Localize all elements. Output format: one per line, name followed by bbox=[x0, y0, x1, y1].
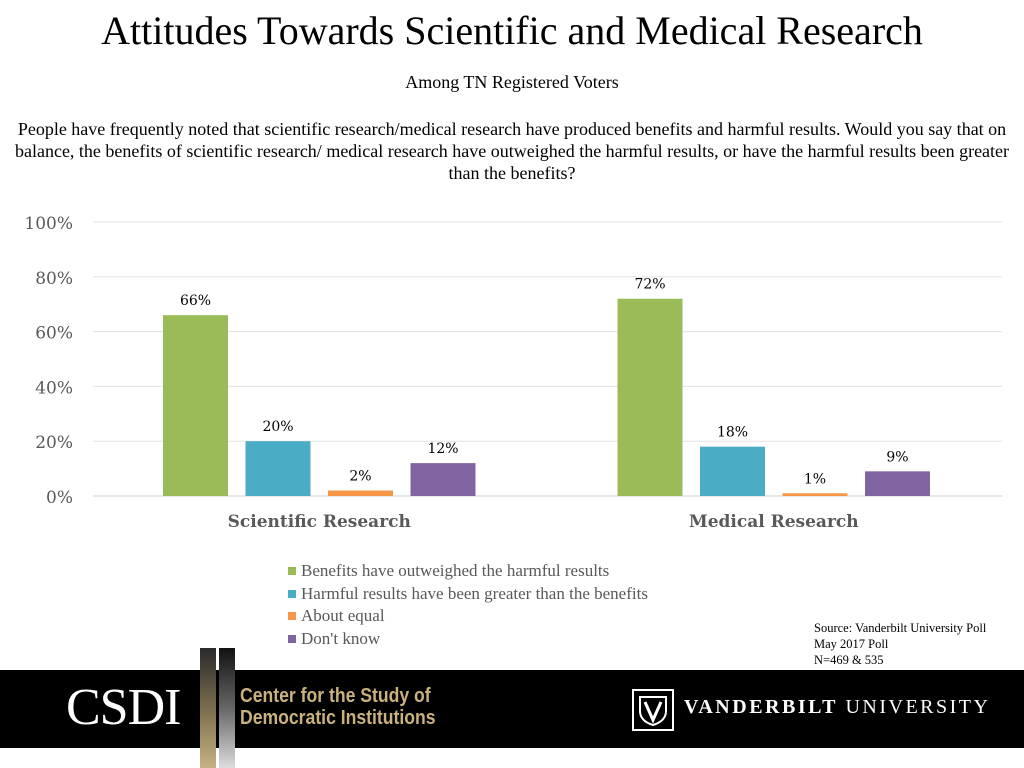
bar bbox=[410, 463, 476, 496]
bar bbox=[865, 471, 930, 496]
legend-item: Don't know bbox=[288, 628, 648, 651]
legend-swatch bbox=[288, 567, 296, 576]
y-tick-label: 20% bbox=[35, 433, 73, 453]
legend-swatch bbox=[288, 634, 296, 643]
data-label: 72% bbox=[634, 277, 665, 293]
data-label: 2% bbox=[349, 469, 371, 485]
data-label: 66% bbox=[180, 293, 211, 309]
data-label: 12% bbox=[427, 441, 458, 457]
legend-label: Benefits have outweighed the harmful res… bbox=[301, 561, 610, 581]
vanderbilt-wordmark-rest: UNIVERSITY bbox=[845, 696, 991, 718]
source-note: Source: Vanderbilt University Poll May 2… bbox=[814, 620, 986, 668]
footer-bottom-strip bbox=[0, 748, 1024, 768]
bar bbox=[617, 298, 683, 496]
bar bbox=[782, 493, 848, 496]
legend-label: About equal bbox=[301, 606, 385, 626]
center-name-line1: Center for the Study of bbox=[240, 685, 431, 707]
data-label: 18% bbox=[717, 425, 748, 441]
csdi-logo-text: CSDI bbox=[66, 679, 181, 736]
legend-item: Harmful results have been greater than t… bbox=[288, 583, 648, 606]
x-category-label: Medical Research bbox=[689, 512, 859, 532]
data-label: 20% bbox=[262, 419, 293, 435]
legend-label: Don't know bbox=[301, 628, 381, 648]
bar bbox=[328, 490, 393, 496]
legend-swatch bbox=[288, 589, 296, 598]
y-tick-label: 0% bbox=[46, 488, 73, 508]
y-tick-label: 100% bbox=[24, 214, 73, 234]
csdi-logo-bar-left bbox=[200, 648, 216, 768]
bar-chart: 0% 20% 40% 60% 80% 100% 66% 20% 2% 12% Scientific … bbox=[24, 214, 1002, 532]
legend: Benefits have outweighed the harmful res… bbox=[288, 560, 648, 650]
bar bbox=[163, 315, 228, 496]
center-name-line2: Democratic Institutions bbox=[240, 707, 436, 729]
poll-date: May 2017 Poll bbox=[814, 637, 889, 651]
vanderbilt-wordmark: VANDERBILT UNIVERSITY bbox=[684, 696, 990, 719]
csdi-logo-bars bbox=[200, 648, 236, 768]
legend-item: Benefits have outweighed the harmful res… bbox=[288, 560, 648, 583]
survey-question: People have frequently noted that scient… bbox=[14, 119, 1010, 183]
vanderbilt-shield-icon bbox=[632, 689, 674, 731]
x-category-label: Scientific Research bbox=[228, 512, 411, 532]
chart-subtitle: Among TN Registered Voters bbox=[405, 72, 619, 92]
y-tick-label: 40% bbox=[35, 378, 73, 398]
bar bbox=[245, 441, 311, 496]
legend-swatch bbox=[288, 612, 296, 621]
data-label: 9% bbox=[886, 449, 908, 465]
chart-title: Attitudes Towards Scientific and Medical… bbox=[101, 8, 923, 53]
csdi-logo-bar-right bbox=[219, 648, 235, 768]
source-line: Source: Vanderbilt University Poll bbox=[814, 621, 987, 635]
center-name: Center for the Study of Democratic Insti… bbox=[240, 685, 436, 729]
sample-size: N=469 & 535 bbox=[814, 653, 884, 667]
bar bbox=[700, 446, 765, 496]
vanderbilt-wordmark-bold: VANDERBILT bbox=[684, 696, 838, 718]
y-tick-label: 80% bbox=[35, 269, 73, 289]
legend-label: Harmful results have been greater than t… bbox=[301, 583, 648, 603]
data-label: 1% bbox=[804, 471, 826, 487]
footer-banner bbox=[0, 670, 1024, 748]
legend-item: About equal bbox=[288, 605, 648, 628]
y-tick-label: 60% bbox=[35, 324, 73, 344]
